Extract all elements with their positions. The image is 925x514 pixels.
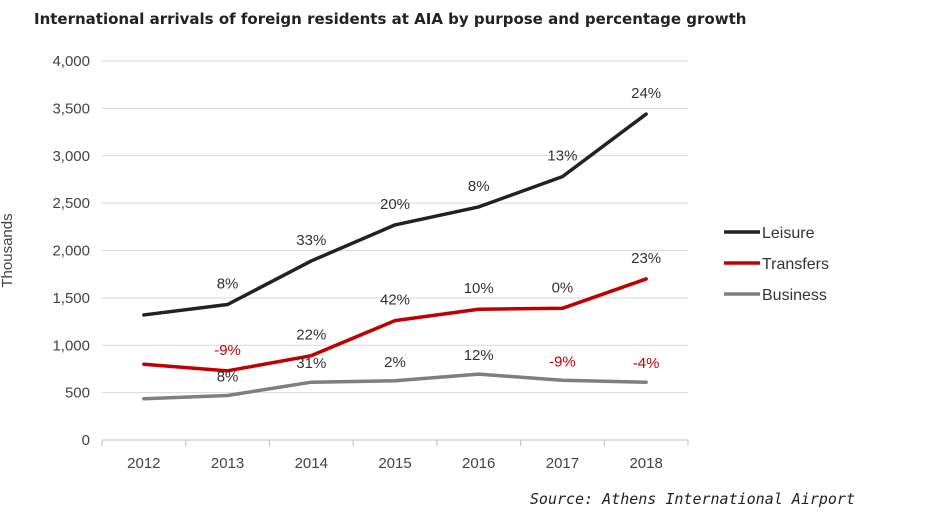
y-tick-label-1000: 1,000 — [52, 337, 90, 354]
data-label-business-2015: 2% — [384, 354, 406, 371]
data-label-leisure-2016: 8% — [468, 178, 490, 195]
y-tick-label-2500: 2,500 — [52, 195, 90, 212]
legend-label-transfers: Transfers — [762, 256, 829, 273]
y-tick-label-4000: 4,000 — [52, 53, 90, 70]
data-label-transfers-2017: 0% — [552, 279, 574, 296]
y-tick-label-3000: 3,000 — [52, 148, 90, 165]
legend-label-business: Business — [762, 287, 827, 304]
data-label-business-2013: 8% — [217, 368, 239, 385]
x-tick-label-2012: 2012 — [127, 455, 160, 472]
data-label-transfers-2014: 22% — [296, 327, 326, 344]
y-tick-label-1500: 1,500 — [52, 290, 90, 307]
y-tick-label-2000: 2,000 — [52, 243, 90, 260]
data-label-transfers-2018: 23% — [631, 250, 661, 267]
data-label-transfers-2013: -9% — [214, 342, 241, 359]
data-label-leisure-2014: 33% — [296, 232, 326, 249]
data-label-transfers-2016: 10% — [464, 280, 494, 297]
data-label-leisure-2017: 13% — [547, 148, 577, 165]
y-tick-label-500: 500 — [65, 385, 90, 402]
x-tick-label-2016: 2016 — [462, 455, 495, 472]
y-tick-label-3500: 3,500 — [52, 100, 90, 117]
legend-label-leisure: Leisure — [762, 225, 815, 242]
y-tick-label-0: 0 — [82, 432, 90, 449]
x-tick-label-2017: 2017 — [546, 455, 579, 472]
y-axis-title: Thousands — [0, 213, 16, 287]
data-label-leisure-2018: 24% — [631, 85, 661, 102]
data-label-business-2018: -4% — [633, 355, 660, 372]
x-tick-label-2015: 2015 — [378, 455, 411, 472]
chart-title: International arrivals of foreign reside… — [34, 10, 747, 28]
source-note: Source: Athens International Airport — [529, 490, 855, 508]
x-tick-label-2018: 2018 — [629, 455, 662, 472]
x-tick-label-2014: 2014 — [295, 455, 328, 472]
data-label-business-2014: 31% — [296, 355, 326, 372]
x-tick-label-2013: 2013 — [211, 455, 244, 472]
data-label-business-2017: -9% — [549, 353, 576, 370]
data-label-leisure-2013: 8% — [217, 276, 239, 293]
data-label-leisure-2015: 20% — [380, 196, 410, 213]
data-label-business-2016: 12% — [464, 347, 494, 364]
data-label-transfers-2015: 42% — [380, 292, 410, 309]
